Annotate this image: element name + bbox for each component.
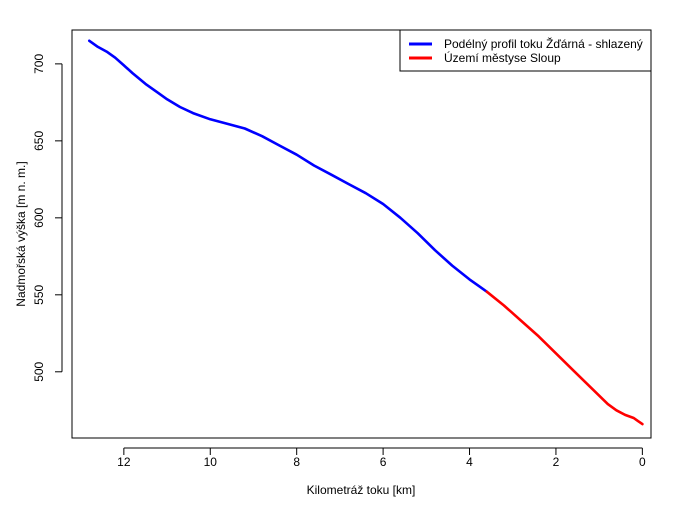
- legend-box: [399, 29, 652, 72]
- x-tick-label: 8: [293, 455, 300, 469]
- y-tick-label: 600: [32, 208, 46, 228]
- y-tick-label: 550: [32, 284, 46, 304]
- series-line-1: [485, 290, 644, 426]
- x-tick-label: 6: [380, 455, 387, 469]
- series-line-0: [88, 39, 489, 294]
- x-axis-title: Kilometráž toku [km]: [307, 483, 416, 497]
- y-tick-label: 650: [32, 131, 46, 151]
- y-axis: 500 550 600 650 700: [32, 54, 63, 382]
- plot-box: [71, 29, 652, 439]
- x-tick-label: 0: [639, 455, 646, 469]
- legend-label-0: Podélný profil toku Žďárná - shlazený: [444, 36, 643, 51]
- legend-label-1: Území městyse Sloup: [444, 50, 561, 65]
- x-tick-label: 2: [553, 455, 560, 469]
- y-tick-label: 700: [32, 54, 46, 74]
- x-tick-label: 10: [204, 455, 218, 469]
- y-tick-label: 500: [32, 361, 46, 381]
- series-lines: [88, 39, 644, 426]
- x-tick-label: 12: [117, 455, 131, 469]
- x-axis: 12 10 8 6 4 2 0: [117, 447, 646, 469]
- legend: Podélný profil toku Žďárná - shlazený Úz…: [399, 29, 652, 72]
- x-tick-label: 4: [466, 455, 473, 469]
- y-axis-title: Nadmořská výška [m n. m.]: [14, 161, 28, 306]
